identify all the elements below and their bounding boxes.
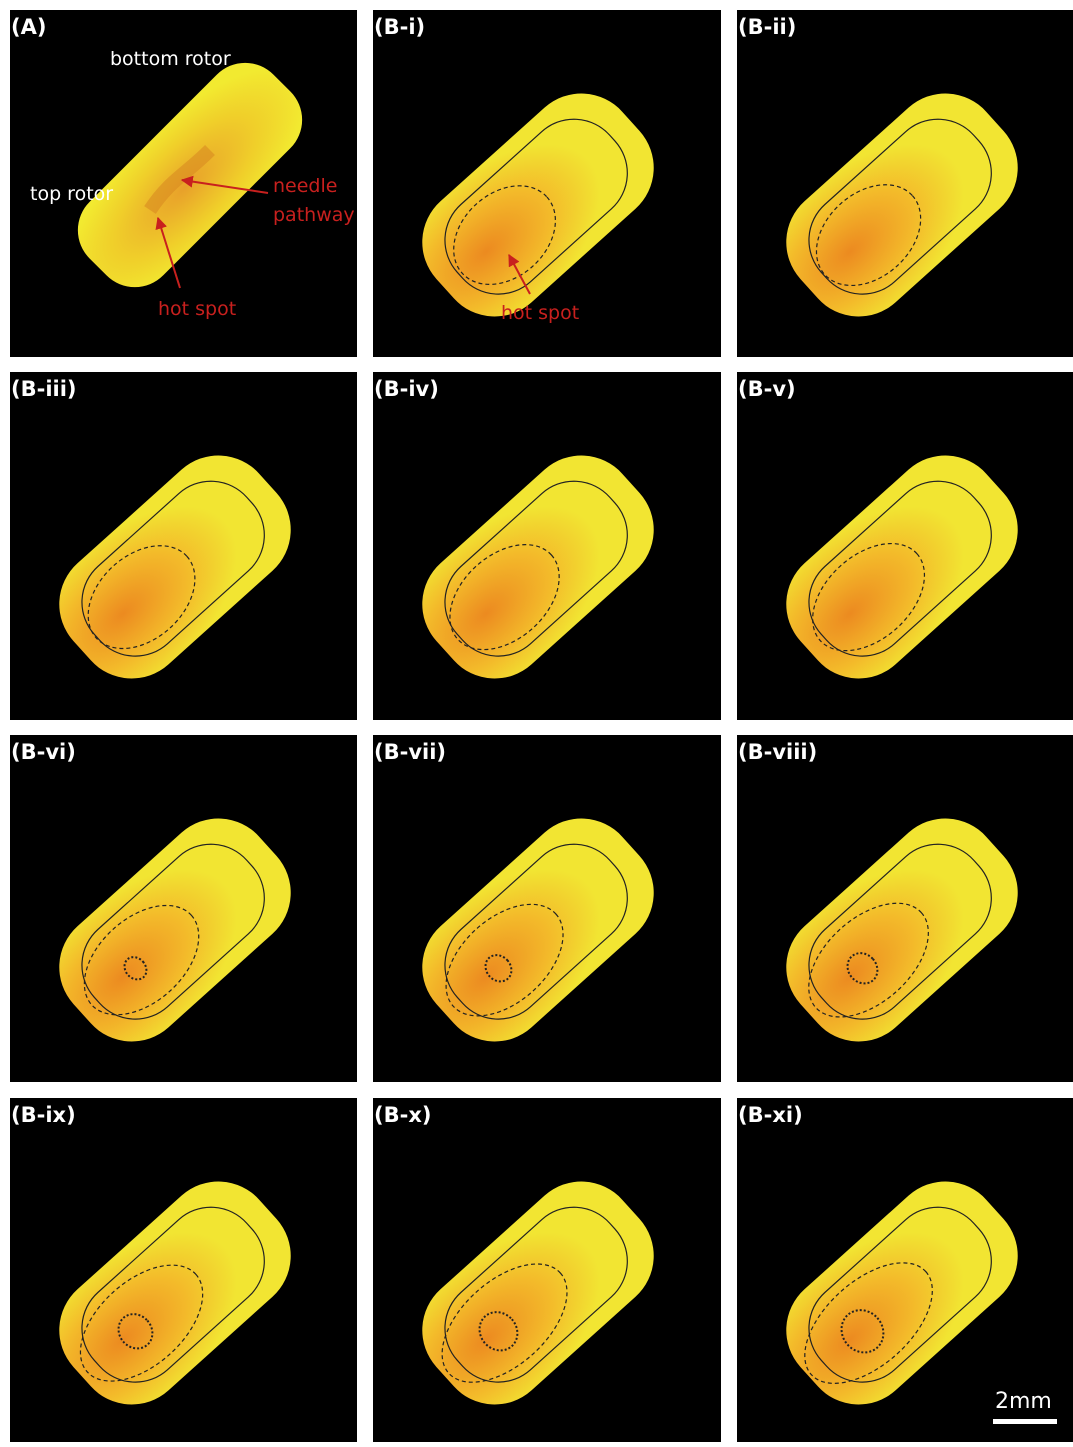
- panel: (B-vi): [10, 735, 357, 1082]
- panel-label: (B-ix): [11, 1103, 76, 1127]
- panel: (A) bottom rotor top rotor needle pathway hot…: [10, 10, 357, 357]
- panel-label: (B-viii): [738, 740, 817, 764]
- panel-label: (A): [11, 15, 46, 39]
- panel: (B-ix): [10, 1098, 357, 1442]
- panel-label: (B-v): [738, 377, 796, 401]
- scale-bar-label: 2mm: [995, 1389, 1052, 1414]
- panel-label: (B-x): [374, 1103, 431, 1127]
- panel-label: (B-iv): [374, 377, 439, 401]
- annotation: pathway: [273, 204, 355, 226]
- annotation: hot spot: [501, 302, 579, 324]
- panel: (B-iv): [373, 372, 721, 720]
- annotation: needle: [273, 175, 337, 197]
- panel-label: (B-vii): [374, 740, 446, 764]
- figure: (A) bottom rotor top rotor needle pathway hot…: [0, 0, 1073, 1442]
- panel-label: (B-iii): [11, 377, 77, 401]
- panel: (B-iii): [10, 372, 357, 720]
- page: (A) bottom rotor top rotor needle pathway hot…: [0, 0, 1073, 1442]
- panel-label: (B-xi): [738, 1103, 803, 1127]
- panel: (B-v): [737, 372, 1073, 720]
- panel: (B-viii): [737, 735, 1073, 1082]
- panel-label: (B-ii): [738, 15, 796, 39]
- panel-label: (B-i): [374, 15, 425, 39]
- annotation: top rotor: [30, 183, 113, 205]
- panel: (B-i) hot spot: [373, 10, 721, 357]
- panel-label: (B-vi): [11, 740, 76, 764]
- scale-bar: [993, 1419, 1057, 1424]
- panel: (B-x): [373, 1098, 721, 1442]
- panel: (B-vii): [373, 735, 721, 1082]
- annotation: hot spot: [158, 298, 236, 320]
- annotation: bottom rotor: [110, 48, 231, 70]
- panel: (B-ii): [737, 10, 1073, 357]
